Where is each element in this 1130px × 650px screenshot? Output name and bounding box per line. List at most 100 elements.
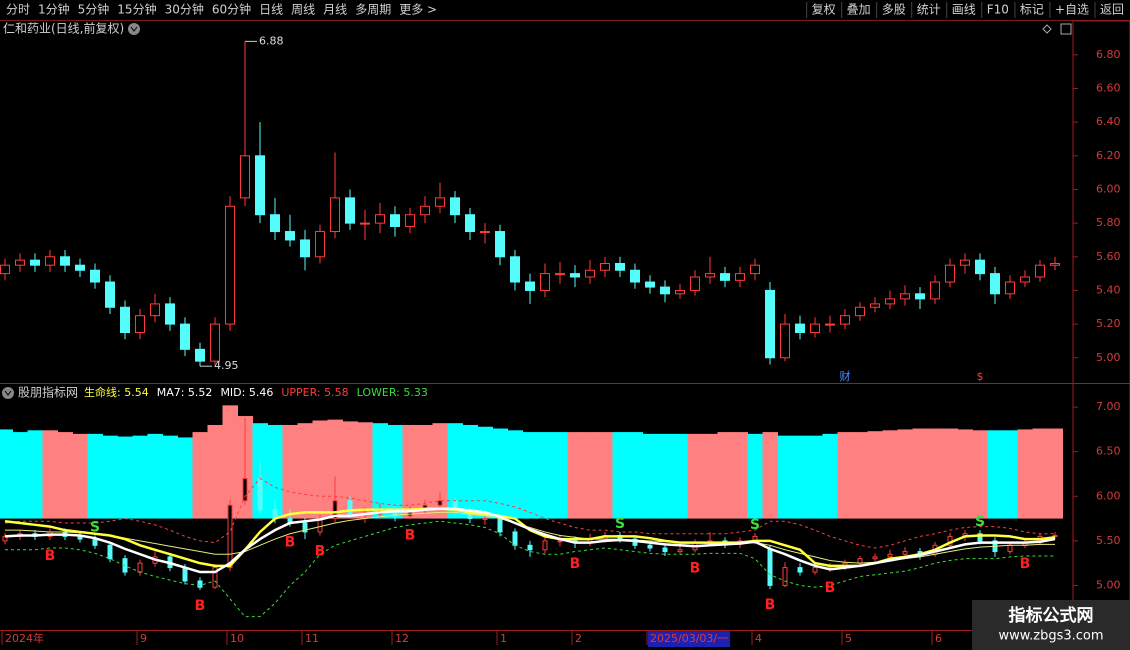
- candle-body: [92, 538, 98, 546]
- histogram-bar: [462, 424, 478, 519]
- candle-body: [720, 273, 730, 281]
- candle-body: [750, 264, 760, 275]
- histogram-bar: [417, 424, 433, 519]
- candle-body: [227, 504, 233, 569]
- diamond-icon[interactable]: [1042, 24, 1052, 34]
- histogram-bar: [222, 405, 238, 519]
- x-tick-label: 11: [305, 632, 319, 645]
- panel-icon[interactable]: [1060, 23, 1072, 35]
- toolbar-button[interactable]: 叠加: [847, 3, 871, 17]
- histogram-bar: [717, 432, 733, 519]
- signal-marker: B: [405, 527, 416, 543]
- histogram-bar: [882, 430, 898, 519]
- legend-entry: UPPER: 5.58: [281, 386, 348, 399]
- candle-body: [375, 214, 385, 224]
- candle-body: [315, 231, 325, 258]
- candle-body: [527, 544, 533, 551]
- candle-body: [497, 518, 503, 533]
- signal-marker: S: [615, 516, 625, 532]
- signal-marker: B: [285, 535, 296, 551]
- histogram-bar: [927, 428, 943, 519]
- candle-body: [480, 231, 490, 234]
- toolbar-button[interactable]: 返回: [1100, 3, 1124, 17]
- toolbar-button[interactable]: +自选: [1055, 3, 1089, 17]
- candle-body: [812, 567, 818, 573]
- toolbar-button[interactable]: 统计: [917, 3, 941, 17]
- event-marker[interactable]: $: [977, 370, 984, 383]
- extreme-label: 4.95: [214, 359, 239, 372]
- y-tick-label: 5.20: [1096, 317, 1121, 330]
- histogram-bar: [867, 431, 883, 519]
- toolbar-button[interactable]: 标记: [1020, 3, 1044, 17]
- candle-body: [165, 303, 175, 325]
- x-tick-label: 6: [935, 632, 942, 645]
- toolbar-button[interactable]: 更多 >: [399, 3, 437, 17]
- candle-body: [512, 531, 518, 546]
- histogram-bar: [822, 433, 838, 519]
- histogram-bar: [192, 432, 208, 519]
- toolbar-button[interactable]: 多股: [882, 3, 906, 17]
- histogram-bar: [552, 432, 568, 519]
- y-tick-label: 6.50: [1096, 445, 1121, 458]
- histogram-bar: [72, 433, 88, 519]
- histogram-bar: [807, 435, 823, 519]
- toolbar-button[interactable]: 60分钟: [212, 2, 251, 17]
- candle-body: [797, 567, 803, 573]
- candle-body: [645, 281, 655, 288]
- toolbar-button[interactable]: 30分钟: [165, 2, 204, 17]
- candle-body: [75, 264, 85, 271]
- candle-body: [930, 281, 940, 300]
- histogram-bar: [1002, 430, 1018, 519]
- candle-body: [300, 239, 310, 258]
- toolbar-button[interactable]: F10: [987, 3, 1009, 17]
- dropdown-icon[interactable]: [2, 387, 14, 399]
- toolbar-button[interactable]: 分时: [6, 3, 30, 17]
- dropdown-icon[interactable]: [128, 23, 140, 35]
- candle-body: [555, 273, 565, 276]
- toolbar-button[interactable]: 15分钟: [117, 2, 156, 17]
- signal-marker: B: [315, 544, 326, 560]
- histogram-bar: [327, 419, 343, 519]
- histogram-bar: [732, 432, 748, 519]
- toolbar-button[interactable]: 1分钟: [38, 2, 70, 17]
- candle-body: [647, 544, 653, 549]
- y-tick-label: 5.00: [1096, 351, 1121, 364]
- toolbar-button[interactable]: 5分钟: [78, 2, 110, 17]
- candle-body: [525, 281, 535, 291]
- candle-body: [345, 197, 355, 224]
- candle-body: [450, 197, 460, 216]
- histogram-bar: [537, 432, 553, 519]
- toolbar-button[interactable]: 月线: [323, 3, 347, 17]
- histogram-bar: [747, 433, 763, 519]
- candle-body: [735, 273, 745, 281]
- toolbar-button[interactable]: 复权: [812, 3, 836, 17]
- toolbar-button[interactable]: 日线: [259, 3, 283, 17]
- candle-body: [872, 556, 878, 560]
- legend-entry: 生命线: 5.54: [84, 385, 149, 399]
- signal-marker: B: [825, 580, 836, 596]
- histogram-bar: [372, 423, 388, 519]
- histogram-bar: [582, 432, 598, 519]
- toolbar-button[interactable]: 画线: [952, 3, 976, 17]
- indicator-line: [5, 520, 1055, 618]
- candle-body: [960, 259, 970, 266]
- y-tick-label: 5.00: [1096, 578, 1121, 591]
- signal-marker: B: [1020, 556, 1031, 572]
- legend-entry: MA7: 5.52: [157, 386, 213, 399]
- candle-body: [1052, 535, 1058, 538]
- toolbar-button[interactable]: 周线: [291, 3, 315, 17]
- extreme-label: 6.88: [259, 34, 284, 47]
- histogram-bar: [852, 432, 868, 519]
- candle-body: [390, 214, 400, 227]
- candle-body: [257, 477, 263, 511]
- candle-body: [225, 205, 235, 325]
- axis-panel: [1072, 20, 1130, 631]
- toolbar-button[interactable]: 多周期: [355, 3, 391, 17]
- histogram-bar: [147, 433, 163, 519]
- candle-body: [765, 289, 775, 359]
- histogram-bar: [477, 426, 493, 519]
- event-marker[interactable]: 财: [840, 369, 851, 383]
- signal-marker: B: [45, 548, 56, 564]
- candle-body: [240, 155, 250, 199]
- candle-body: [150, 303, 160, 317]
